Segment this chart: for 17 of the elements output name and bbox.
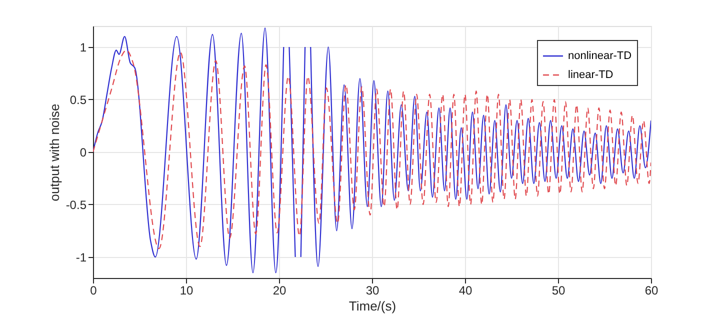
x-tick-label: 40 xyxy=(458,284,472,298)
y-tick-label: 0 xyxy=(80,146,87,160)
x-tick-label: 60 xyxy=(644,284,658,298)
x-tick-label: 30 xyxy=(366,284,380,298)
y-tick-label: -0.5 xyxy=(66,198,87,212)
line-series xyxy=(93,50,651,250)
x-tick-label: 50 xyxy=(552,284,566,298)
legend-label: nonlinear-TD xyxy=(568,50,632,62)
x-tick-label: 10 xyxy=(180,284,194,298)
y-tick-label: 0.5 xyxy=(70,93,87,107)
x-tick-label: 0 xyxy=(90,284,98,298)
y-axis-title: output with noise xyxy=(46,104,62,202)
y-tick-label: -1 xyxy=(76,250,87,264)
legend-label: linear-TD xyxy=(568,69,614,81)
x-tick-label: 20 xyxy=(272,284,286,298)
x-axis-title: Time/(s) xyxy=(348,298,396,314)
y-tick-label: 1 xyxy=(80,40,87,54)
